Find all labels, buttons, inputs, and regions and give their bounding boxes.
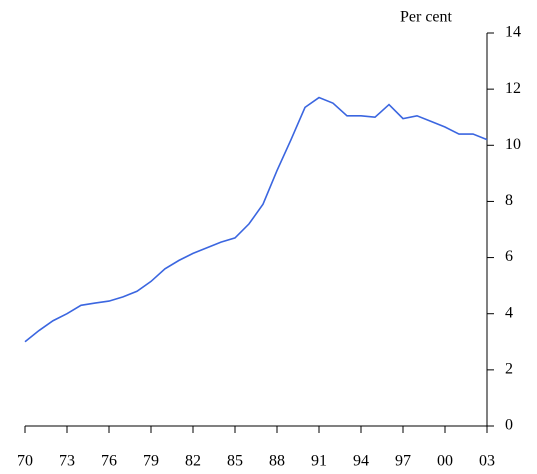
x-tick-label: 76 — [101, 453, 117, 470]
line-series — [24, 96, 488, 343]
x-tick-label: 97 — [395, 453, 411, 470]
y-tick-label: 2 — [505, 361, 513, 378]
x-tick-label: 03 — [479, 453, 495, 470]
y-tick-label: 4 — [505, 304, 513, 321]
x-tick-label: 73 — [59, 453, 75, 470]
y-tick-label: 10 — [505, 136, 521, 153]
x-tick-label: 85 — [227, 453, 243, 470]
y-tick-label: 14 — [505, 24, 521, 41]
x-tick-label: 82 — [185, 453, 201, 470]
y-axis-label: Per cent — [400, 9, 453, 26]
x-tick-label: 88 — [269, 453, 285, 470]
x-tick-label: 94 — [353, 453, 369, 470]
x-tick-label: 79 — [143, 453, 159, 470]
x-tick-label: 00 — [437, 453, 453, 470]
y-tick-label: 12 — [505, 80, 521, 97]
y-tick-label: 6 — [505, 248, 513, 265]
x-tick-label: 91 — [311, 453, 327, 470]
x-tick-label: 70 — [17, 453, 33, 470]
y-tick-label: 8 — [505, 192, 513, 209]
y-tick-label: 0 — [505, 417, 513, 434]
